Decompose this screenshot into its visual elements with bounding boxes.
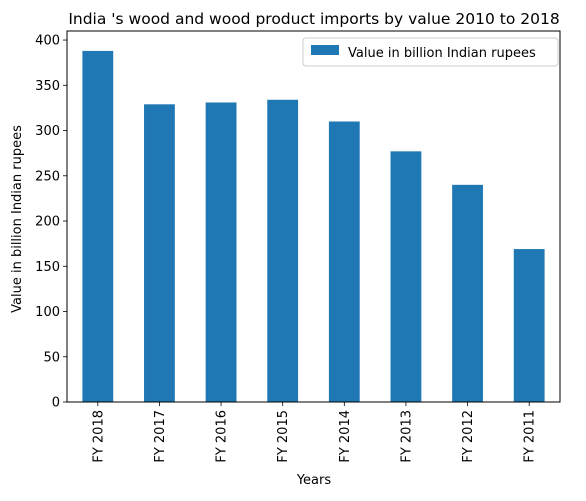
bar <box>452 184 483 402</box>
legend-label: Value in billion Indian rupees <box>348 46 536 61</box>
bar <box>205 102 237 403</box>
x-tick-label: FY 2015 <box>276 410 291 463</box>
y-tick-label: 350 <box>35 79 60 94</box>
legend-frame <box>302 37 559 67</box>
y-axis-ticks: 0 50 100 150 200 250 300 350 400 <box>35 34 67 411</box>
y-tick-label: 400 <box>35 34 60 49</box>
x-tick-label: FY 2016 <box>215 410 230 463</box>
bar <box>328 121 360 403</box>
y-tick-label: 100 <box>35 305 60 320</box>
y-axis-label: Value in billion Indian rupees <box>10 125 25 313</box>
x-tick-label: FY 2011 <box>523 410 538 463</box>
x-tick-label: FY 2013 <box>399 410 414 463</box>
x-tick-label: FY 2018 <box>91 410 106 463</box>
bar <box>390 151 422 402</box>
y-tick-label: 50 <box>43 350 60 365</box>
bars-layer <box>82 50 545 403</box>
y-tick-label: 250 <box>35 169 60 184</box>
plot-frame <box>66 30 561 403</box>
bar <box>144 104 175 403</box>
chart-title: India 's wood and wood product imports b… <box>68 10 559 28</box>
bar <box>82 50 114 402</box>
bar <box>267 99 299 403</box>
y-tick-label: 0 <box>52 396 60 411</box>
x-tick-label: FY 2017 <box>153 410 168 463</box>
legend-swatch <box>311 45 339 55</box>
legend: Value in billion Indian rupees <box>302 37 559 67</box>
x-axis-ticks: FY 2018 FY 2017 FY 2016 FY 2015 FY 2014 FY 20… <box>91 402 538 463</box>
x-tick-label: FY 2014 <box>338 410 353 463</box>
x-axis-label: Years <box>296 473 332 488</box>
bar <box>513 249 545 402</box>
y-tick-label: 300 <box>35 124 60 139</box>
x-tick-label: FY 2012 <box>461 410 476 463</box>
y-tick-label: 150 <box>35 260 60 275</box>
y-tick-label: 200 <box>35 215 60 230</box>
